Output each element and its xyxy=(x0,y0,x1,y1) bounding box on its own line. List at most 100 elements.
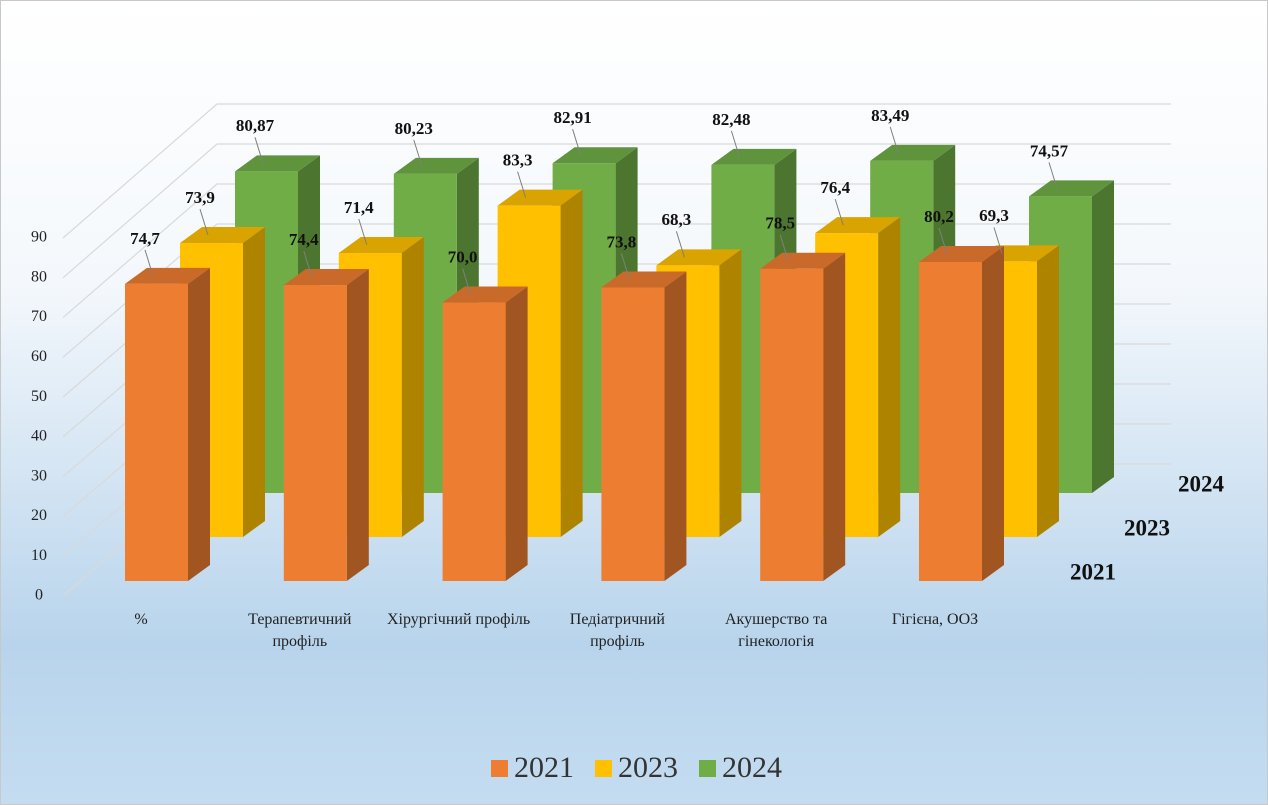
depth-label: 2024 xyxy=(1178,471,1225,496)
bar-top xyxy=(442,286,528,303)
bar-side xyxy=(188,267,210,581)
value-label: 80,2 xyxy=(924,207,954,226)
bar-side xyxy=(560,189,583,537)
leader-line xyxy=(144,249,154,277)
bar-side xyxy=(1037,245,1059,537)
bar xyxy=(442,302,506,581)
legend-label: 2024 xyxy=(722,751,782,784)
bar-top xyxy=(393,157,479,174)
leader-line xyxy=(1048,162,1058,189)
bar-top xyxy=(338,236,424,253)
x-tick-label: Акушерство та гінекологія xyxy=(725,611,828,650)
value-label: 69,3 xyxy=(979,206,1009,225)
leader-line xyxy=(730,130,740,158)
bar-top xyxy=(870,144,956,161)
bar-top xyxy=(919,245,1004,262)
bar-side xyxy=(1092,180,1114,493)
y-tick-label: 20 xyxy=(31,507,47,524)
bar-top xyxy=(656,249,742,266)
x-tick-label: Терапевтичний профіль xyxy=(248,611,352,650)
leader-line xyxy=(517,171,527,198)
value-label: 73,8 xyxy=(607,232,637,251)
bar xyxy=(125,283,188,581)
bar-top xyxy=(180,227,265,244)
bar xyxy=(760,268,824,581)
leader-line xyxy=(358,218,368,246)
legend-label: 2023 xyxy=(618,751,678,784)
bar-side xyxy=(505,286,528,581)
bar-top xyxy=(760,252,846,269)
bar-side xyxy=(982,245,1004,581)
bar-top xyxy=(601,271,687,288)
bar-top xyxy=(235,155,320,172)
bar-side xyxy=(346,269,369,581)
value-label: 73,9 xyxy=(185,188,215,207)
grid-line xyxy=(62,103,1171,239)
value-label: 74,7 xyxy=(130,229,160,248)
legend-swatch xyxy=(595,760,612,777)
bar-side xyxy=(823,252,846,581)
y-tick-label: 90 xyxy=(31,229,47,246)
y-tick-label: 40 xyxy=(31,428,47,445)
leader-line xyxy=(675,231,685,258)
bar-top xyxy=(125,267,210,284)
leader-line xyxy=(303,250,313,278)
value-label: 74,57 xyxy=(1030,141,1069,160)
y-tick-label: 80 xyxy=(31,268,47,285)
x-tick-label: Педіатричний профіль xyxy=(569,611,665,650)
leader-line xyxy=(254,137,264,164)
bar-top xyxy=(1029,180,1114,197)
bar-top xyxy=(815,217,901,234)
leader-line xyxy=(572,129,582,156)
bar-side xyxy=(401,236,424,537)
y-tick-label: 70 xyxy=(31,308,47,325)
value-label: 83,3 xyxy=(503,151,533,170)
legend-swatch xyxy=(491,760,508,777)
value-label: 71,4 xyxy=(344,198,374,217)
x-tick-label: % xyxy=(134,611,148,628)
x-tick-label: Гігієна, ООЗ xyxy=(891,611,979,628)
y-tick-label: 30 xyxy=(31,467,47,484)
grid-line xyxy=(62,143,1171,279)
bar xyxy=(919,261,982,581)
leader-line xyxy=(993,227,1003,254)
bar-top xyxy=(283,269,369,286)
value-label: 83,49 xyxy=(871,106,909,125)
value-label: 68,3 xyxy=(662,210,692,229)
bar xyxy=(601,287,665,581)
leader-line xyxy=(620,253,630,280)
value-label: 70,0 xyxy=(448,247,478,266)
value-label: 74,4 xyxy=(289,230,319,249)
value-label: 82,91 xyxy=(553,108,591,127)
leader-line xyxy=(889,126,899,154)
bar-side xyxy=(878,217,901,537)
leader-line xyxy=(413,139,423,167)
legend-swatch xyxy=(699,760,716,777)
value-label: 80,87 xyxy=(236,116,275,135)
legend-label: 2021 xyxy=(514,751,574,784)
bar-side xyxy=(719,249,742,537)
value-label: 82,48 xyxy=(712,110,750,129)
value-label: 76,4 xyxy=(820,178,850,197)
bar-side xyxy=(243,227,265,537)
grid-line xyxy=(62,183,1171,319)
bar-top xyxy=(497,189,583,206)
leader-line xyxy=(834,198,844,226)
value-label: 78,5 xyxy=(765,214,795,233)
depth-label: 2023 xyxy=(1124,515,1170,540)
leader-line xyxy=(779,234,789,261)
bar xyxy=(283,285,347,581)
x-tick-label: Хірургічний профіль xyxy=(387,611,531,628)
leader-line xyxy=(938,227,948,255)
bar-top xyxy=(552,147,638,164)
y-tick-label: 60 xyxy=(31,348,47,365)
y-tick-label: 0 xyxy=(35,587,43,604)
leader-line xyxy=(199,208,209,236)
depth-label: 2021 xyxy=(1070,559,1116,584)
y-tick-label: 50 xyxy=(31,388,47,405)
leader-line xyxy=(462,268,472,295)
y-tick-label: 10 xyxy=(31,547,47,564)
bar-top xyxy=(711,148,797,165)
